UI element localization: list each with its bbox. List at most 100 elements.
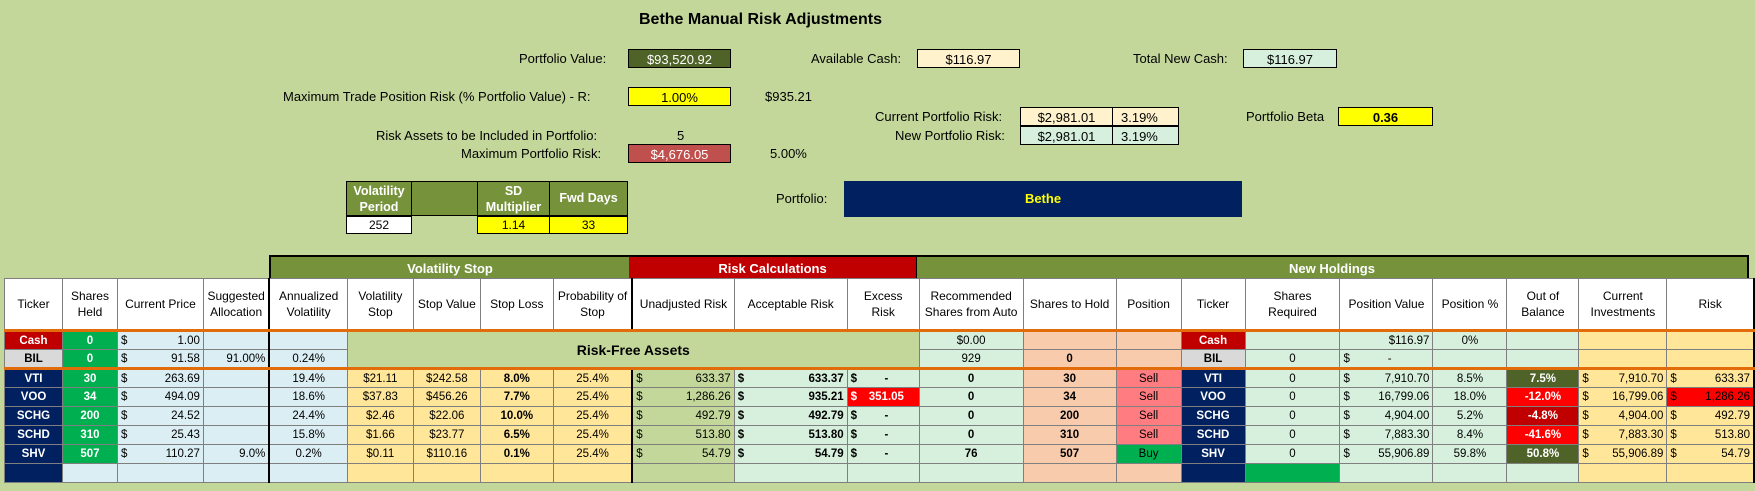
ticker-2-cell: SCHD [1180, 425, 1246, 445]
stop-value-cell: $23.77 [412, 425, 481, 445]
price-cell: $110.27 [116, 444, 204, 464]
ticker-cell: BIL [4, 349, 63, 369]
hold-cell: 200 [1022, 406, 1117, 426]
cur-inv-cell: $4,904.00 [1578, 406, 1668, 426]
position-cell: Sell [1115, 387, 1182, 407]
shares-cell: 30 [61, 368, 118, 388]
ticker-cell: SCHG [4, 406, 63, 426]
pos-pct-cell: 59.8% [1432, 444, 1508, 464]
pos-pct-cell: 0% [1432, 330, 1508, 350]
table-row-bil: BIL 0 $91.58 91.00% 0.24% 929 0 BIL 0 $ - [4, 349, 1755, 369]
empty-cell [61, 463, 118, 483]
pos-value-cell: $7,883.30 [1339, 425, 1434, 445]
cur-inv-cell: $55,906.89 [1578, 444, 1668, 464]
excess-risk-cell: $ - [846, 425, 920, 445]
max-portfolio-risk-label: Maximum Portfolio Risk: [461, 146, 602, 161]
header-suggested-allocation: Suggested Allocation [202, 278, 270, 331]
header-row: Ticker Shares Held Current Price Suggest… [4, 278, 1755, 331]
ticker-2-cell: SCHG [1180, 406, 1246, 426]
vstop-cell: $2.46 [346, 406, 414, 426]
vol-cell: 18.6% [268, 387, 348, 407]
unadj-risk-cell: $492.79 [631, 406, 735, 426]
req-cell: 0 [1244, 368, 1341, 388]
vol-period-value[interactable]: 252 [346, 216, 412, 234]
header-ticker: Ticker [4, 278, 63, 331]
total-new-cash-label: Total New Cash: [1133, 51, 1228, 66]
header-current-investments: Current Investments [1578, 278, 1668, 331]
header-out-of-balance: Out of Balance [1506, 278, 1580, 331]
prob-cell: 25.4% [552, 444, 633, 464]
header-shares-to-hold: Shares to Hold [1022, 278, 1117, 331]
vstop-cell: $21.11 [346, 368, 414, 388]
req-cell: 0 [1244, 387, 1341, 407]
req-cell: 0 [1244, 406, 1341, 426]
header-excess-risk: Excess Risk [846, 278, 920, 331]
unadj-risk-cell: $1,286.26 [631, 387, 735, 407]
header-probability-of-stop: Probability of Stop [552, 278, 633, 331]
sd-multiplier-value[interactable]: 1.14 [477, 216, 550, 234]
req-cell [1244, 330, 1341, 350]
excess-risk-cell: $ - [846, 444, 920, 464]
alloc-cell [202, 387, 270, 407]
vol-cell: 15.8% [268, 425, 348, 445]
rec-cell: 0 [918, 425, 1024, 445]
risk-assets-value: 5 [677, 128, 685, 143]
empty-cell [1115, 463, 1182, 483]
alloc-cell: 9.0% [202, 444, 270, 464]
portfolio-value-label: Portfolio Value: [519, 51, 607, 66]
empty-cell [412, 463, 481, 483]
alloc-cell [202, 330, 270, 350]
header-unadjusted-risk: Unadjusted Risk [631, 278, 735, 331]
price-cell: $263.69 [116, 368, 204, 388]
accept-risk-cell: $513.80 [733, 425, 848, 445]
ticker-cell: SHV [4, 444, 63, 464]
header-shares-held: Shares Held [61, 278, 118, 331]
portfolio-value: $93,520.92 [628, 49, 731, 68]
table-row-cash: Cash 0 $1.00 Risk-Free Assets $0.00 Cash… [4, 330, 1755, 369]
ticker-cell: VOO [4, 387, 63, 407]
vol-cell: 0.24% [268, 349, 348, 369]
pos-value-cell: $55,906.89 [1339, 444, 1434, 464]
price-cell: $24.52 [116, 406, 204, 426]
section-risk-calculations: Risk Calculations [629, 255, 916, 279]
empty-cell [733, 463, 848, 483]
header-position-pct: Position % [1432, 278, 1508, 331]
pos-pct-cell: 18.0% [1432, 387, 1508, 407]
unadj-risk-cell: $633.37 [631, 368, 735, 388]
hold-cell: 310 [1022, 425, 1117, 445]
max-trade-risk-pct[interactable]: 1.00% [628, 87, 731, 106]
empty-cell [116, 463, 204, 483]
risk-cell: $54.79 [1666, 444, 1755, 464]
portfolio-label: Portfolio: [776, 191, 828, 206]
vstop-cell: $37.83 [346, 387, 414, 407]
risk-cell [1666, 330, 1755, 350]
section-new-holdings: New Holdings [916, 255, 1749, 279]
hold-cell: 0 [1022, 349, 1117, 369]
table-row-vti: VTI 30 $263.69 19.4% $21.11 $242.58 8.0% 25.4% $… [4, 368, 1755, 388]
risk-cell: $1,286.26 [1666, 387, 1755, 407]
beta-label: Portfolio Beta [1246, 109, 1325, 124]
empty-cell [1432, 463, 1508, 483]
fwd-days-value[interactable]: 33 [549, 216, 628, 234]
oob-cell: -12.0% [1506, 387, 1580, 407]
hold-cell [1022, 330, 1117, 350]
table-row-schg: SCHG 200 $24.52 24.4% $2.46 $22.06 10.0% 25.4% $… [4, 406, 1755, 426]
rec-cell: $0.00 [918, 330, 1024, 350]
empty-cell [4, 463, 63, 483]
header-position-value: Position Value [1339, 278, 1434, 331]
req-cell: 0 [1244, 425, 1341, 445]
pos-pct-cell: 8.4% [1432, 425, 1508, 445]
vol-cell: 0.2% [268, 444, 348, 464]
price-cell: $494.09 [116, 387, 204, 407]
prob-cell: 25.4% [552, 406, 633, 426]
pos-value-cell: $16,799.06 [1339, 387, 1434, 407]
alloc-cell [202, 368, 270, 388]
empty-cell [846, 463, 920, 483]
prob-cell: 25.4% [552, 387, 633, 407]
header-risk: Risk [1666, 278, 1755, 331]
vol-cell: 19.4% [268, 368, 348, 388]
shares-cell: 0 [61, 330, 118, 350]
rec-cell: 929 [918, 349, 1024, 369]
empty-cell [1022, 463, 1117, 483]
vol-period-header: Volatility Period [346, 181, 412, 216]
